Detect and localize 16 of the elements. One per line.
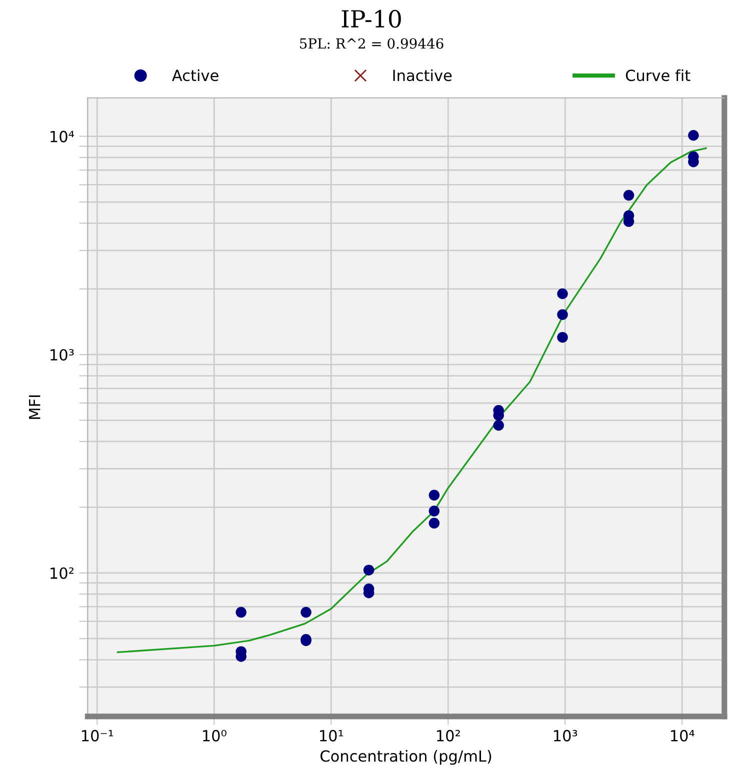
x-axis-title: Concentration (pg/mL) — [320, 750, 492, 765]
x-tick-label: 10³ — [554, 730, 578, 742]
x-tick-label: 10⁰ — [203, 730, 226, 742]
legend-label: Active — [172, 69, 218, 82]
x-tick-label: 10¹ — [320, 730, 344, 742]
x-tick-label: 10² — [437, 730, 460, 742]
y-tick-label: 10⁴ — [50, 130, 74, 142]
y-axis-title: MFI — [29, 395, 40, 419]
x-tick-label: 10⁻¹ — [82, 730, 114, 742]
y-tick-label: 10² — [50, 567, 74, 579]
chart-title: IP-10 — [342, 10, 401, 28]
legend-label: Curve fit — [626, 69, 690, 82]
legend-label: Inactive — [393, 69, 452, 82]
x-tick-label: 10⁴ — [671, 730, 694, 742]
y-tick-label: 10³ — [50, 349, 74, 361]
chart-subtitle: 5PL: R^2 = 0.99446 — [300, 38, 444, 49]
